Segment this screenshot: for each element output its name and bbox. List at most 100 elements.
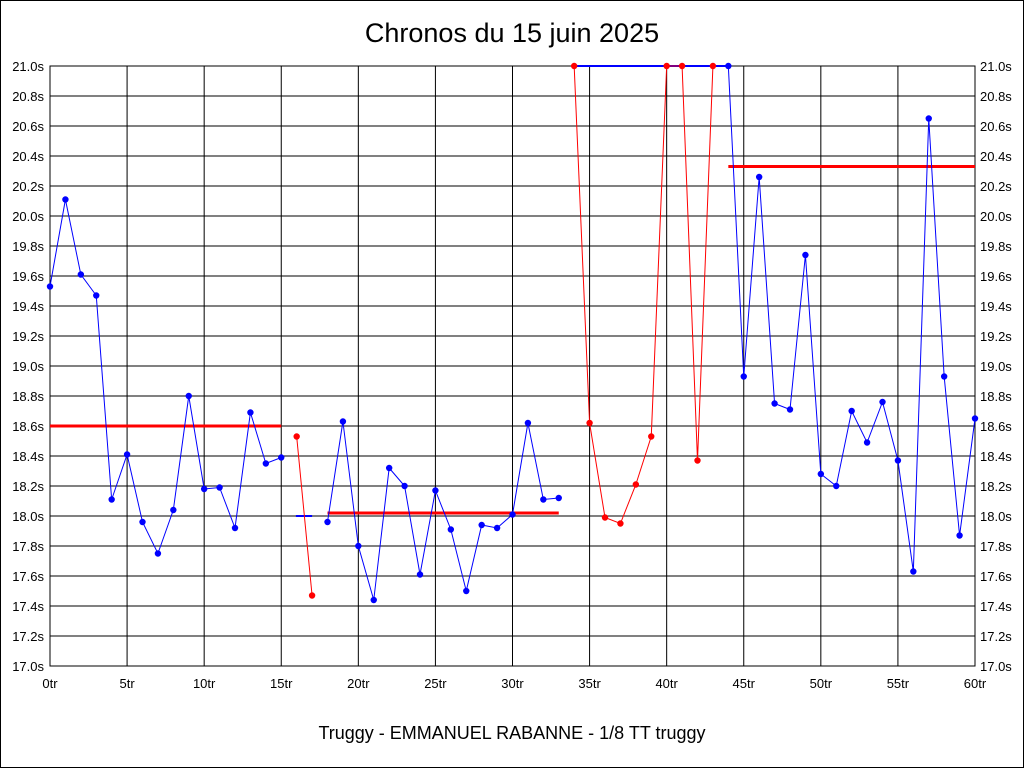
data-point [663,62,670,70]
y-tick-label-right: 18.8s [980,389,1012,404]
data-point [617,520,624,527]
y-tick-label: 18.0s [12,509,44,524]
y-tick-label: 21.0s [12,59,44,74]
data-point [540,496,547,503]
y-tick-label-right: 19.0s [980,359,1012,374]
data-point [940,373,948,380]
y-tick-label: 20.2s [12,179,44,194]
y-axis-left: 17.0s 17.2s 17.4s 17.6s 17.8s 18.0s 18.2s 18.4s… [12,59,44,674]
data-point [62,196,69,203]
data-point [678,62,686,70]
y-tick-label-right: 18.2s [980,479,1012,494]
y-tick-label: 17.6s [12,569,44,584]
series-line [727,65,976,572]
data-point [293,433,300,440]
x-tick-label: 35tr [578,676,601,691]
y-tick-label-right: 17.2s [980,629,1012,644]
data-point [324,518,331,526]
data-point [632,481,640,488]
y-tick-label-right: 20.2s [980,179,1012,194]
data-point [817,470,825,478]
data-point [154,550,162,557]
data-point [601,514,609,521]
data-point [648,433,655,440]
y-tick-label: 20.6s [12,119,44,134]
x-tick-label: 10tr [193,676,216,691]
data-point [46,283,54,290]
y-tick-label-right: 18.0s [980,509,1012,524]
x-tick-label: 50tr [810,676,833,691]
data-point [802,251,809,259]
x-tick-label: 25tr [424,676,447,691]
plot-area-border [49,65,976,667]
data-point [833,482,840,490]
data-point [956,532,963,539]
data-point [755,173,763,181]
data-point [247,409,254,416]
data-point [509,511,516,518]
y-tick-label: 18.4s [12,449,44,464]
data-point [401,482,408,490]
series-line [573,65,714,525]
data-point [432,487,439,494]
x-tick-label: 40tr [655,676,678,691]
y-tick-label-right: 17.8s [980,539,1012,554]
data-point [355,542,362,550]
y-tick-label-right: 19.4s [980,299,1012,314]
y-tick-label-right: 19.2s [980,329,1012,344]
y-tick-label-right: 17.4s [980,599,1012,614]
data-point [308,592,316,599]
x-tick-label: 55tr [887,676,910,691]
data-point [463,587,470,595]
y-tick-label: 17.8s [12,539,44,554]
data-point [786,406,794,413]
data-point [925,115,932,122]
data-point [894,457,902,464]
y-tick-label: 19.8s [12,239,44,254]
x-tick-label: 45tr [733,676,756,691]
y-tick-label-right: 18.4s [980,449,1012,464]
series-line [327,421,559,601]
y-tick-label-right: 17.0s [980,659,1012,674]
y-tick-label-right: 20.6s [980,119,1012,134]
series-line [296,436,313,596]
data-point [478,521,485,529]
data-point [447,526,455,533]
data-point [278,454,285,461]
data-point [231,524,239,532]
data-point [771,400,778,407]
data-point [971,415,979,422]
y-tick-label: 17.2s [12,629,44,644]
data-point [108,496,115,503]
chart-subtitle: Truggy - EMMANUEL RABANNE - 1/8 TT trugg… [318,723,706,743]
y-tick-label: 18.8s [12,389,44,404]
data-point [709,62,717,70]
data-point [370,596,377,604]
data-point [740,373,747,380]
data-point [694,457,701,464]
y-tick-label: 20.8s [12,89,44,104]
data-point [216,484,223,491]
y-tick-label: 18.6s [12,419,44,434]
y-tick-label-right: 19.6s [980,269,1012,284]
data-point [262,460,270,467]
series-points [46,62,979,604]
data-point [139,518,146,526]
data-point [725,62,732,70]
data-point [339,418,347,425]
data-point [385,464,393,472]
y-tick-label: 19.6s [12,269,44,284]
y-tick-label-right: 21.0s [980,59,1012,74]
x-tick-label: 0tr [42,676,58,691]
data-point [493,524,501,532]
y-tick-label: 18.2s [12,479,44,494]
x-tick-label: 20tr [347,676,370,691]
y-tick-label: 20.4s [12,149,44,164]
data-point [185,392,192,400]
chart-title: Chronos du 15 juin 2025 [364,18,660,48]
data-point [200,485,208,493]
y-tick-label: 17.0s [12,659,44,674]
average-lines [50,165,975,515]
y-tick-label: 17.4s [12,599,44,614]
data-point [93,292,100,299]
